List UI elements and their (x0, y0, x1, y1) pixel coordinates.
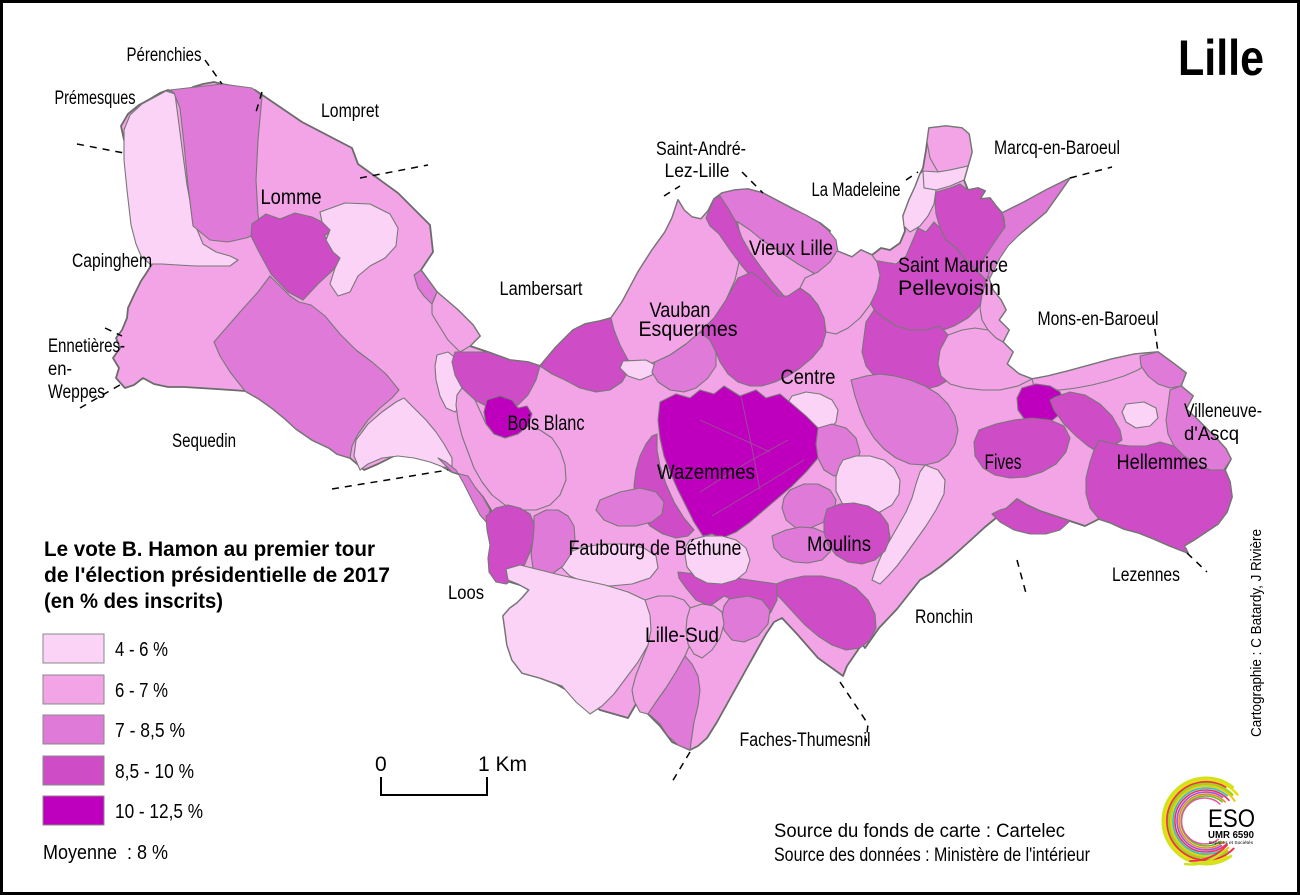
svg-text:7 - 8,5 %: 7 - 8,5 % (115, 720, 185, 742)
svg-text:Vieux Lille: Vieux Lille (749, 237, 833, 260)
svg-text:4 - 6 %: 4 - 6 % (115, 639, 168, 661)
svg-text:Marcq-en-Baroeul: Marcq-en-Baroeul (994, 138, 1120, 159)
svg-text:Lez-Lille: Lez-Lille (665, 161, 730, 182)
svg-text:Lezennes: Lezennes (1112, 565, 1180, 586)
svg-text:Ronchin: Ronchin (915, 607, 973, 628)
svg-text:Prémesques: Prémesques (55, 88, 136, 109)
svg-text:Faubourg de Béthune: Faubourg de Béthune (569, 537, 742, 560)
svg-text:Moulins: Moulins (807, 533, 871, 556)
svg-text:Hellemmes: Hellemmes (1117, 451, 1208, 474)
svg-text:Lambersart: Lambersart (500, 279, 584, 300)
svg-text:Ennetières-: Ennetières- (48, 336, 125, 357)
svg-text:Esquermes: Esquermes (639, 318, 738, 341)
svg-text:Bois Blanc: Bois Blanc (508, 412, 585, 435)
svg-text:Weppes: Weppes (48, 382, 105, 403)
svg-text:Pérenchies: Pérenchies (127, 45, 202, 66)
svg-text:Mons-en-Baroeul: Mons-en-Baroeul (1038, 309, 1159, 330)
svg-text:Espaces et Sociétés: Espaces et Sociétés (1209, 840, 1254, 845)
svg-text:8,5 - 10 %: 8,5 - 10 % (115, 761, 194, 783)
svg-text:La Madeleine: La Madeleine (812, 180, 901, 201)
svg-text:Fives: Fives (985, 451, 1022, 474)
svg-text:Pellevoisin: Pellevoisin (898, 277, 1001, 300)
svg-text:Source du fonds de carte : Car: Source du fonds de carte : Cartelec (774, 821, 1065, 842)
svg-text:Lompret: Lompret (321, 101, 380, 122)
svg-text:0: 0 (375, 753, 387, 776)
svg-text:Wazemmes: Wazemmes (657, 461, 755, 484)
svg-text:Sequedin: Sequedin (172, 431, 236, 452)
svg-text:Lille: Lille (1178, 30, 1264, 86)
svg-text:UMR 6590: UMR 6590 (1208, 829, 1254, 841)
svg-text:Centre: Centre (781, 366, 836, 389)
svg-text:d'Ascq: d'Ascq (1184, 424, 1239, 445)
svg-text:Lille-Sud: Lille-Sud (645, 624, 719, 647)
svg-text:(en % des inscrits): (en % des inscrits) (44, 590, 223, 613)
svg-text:Cartographie : C Batardy, J Ri: Cartographie : C Batardy, J Rivière (1248, 529, 1265, 737)
svg-text:Le vote B. Hamon au premier to: Le vote B. Hamon au premier tour (44, 538, 375, 561)
svg-text:Lomme: Lomme (261, 186, 322, 209)
svg-text:de l'élection présidentielle d: de l'élection présidentielle de 2017 (44, 564, 390, 587)
svg-text:1 Km: 1 Km (478, 753, 527, 776)
svg-text:Moyenne : 8 %: Moyenne : 8 % (43, 842, 168, 864)
svg-text:Faches-Thumesnil: Faches-Thumesnil (740, 730, 871, 751)
svg-text:Loos: Loos (448, 583, 484, 604)
svg-text:ESO: ESO (1208, 805, 1255, 833)
svg-text:Vauban: Vauban (650, 299, 711, 322)
svg-text:Saint Maurice: Saint Maurice (898, 254, 1008, 277)
svg-text:10 - 12,5 %: 10 - 12,5 % (115, 801, 203, 823)
svg-text:Villeneuve-: Villeneuve- (1184, 401, 1262, 422)
svg-text:en-: en- (48, 359, 72, 380)
svg-text:6 - 7 %: 6 - 7 % (115, 680, 168, 702)
svg-text:Capinghem: Capinghem (72, 251, 152, 272)
svg-text:Saint-André-: Saint-André- (656, 139, 746, 160)
svg-text:Source des données : Ministère: Source des données : Ministère de l'inté… (774, 845, 1091, 866)
